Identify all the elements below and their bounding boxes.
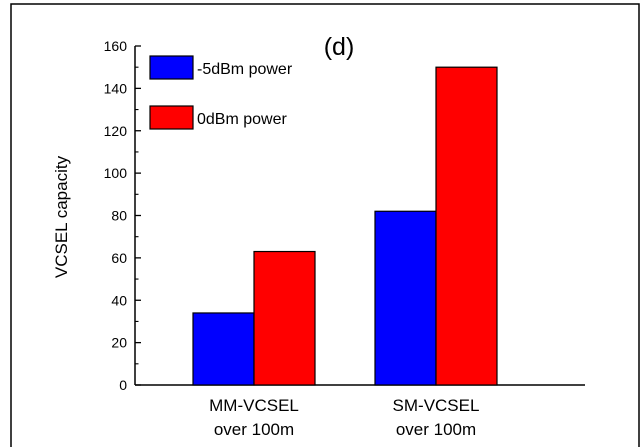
- legend-label: -5dBm power: [197, 61, 293, 78]
- x-tick-label: MM-VCSEL: [209, 396, 299, 415]
- legend-swatch: [149, 55, 194, 80]
- y-tick-label: 100: [104, 165, 128, 181]
- y-tick-label: 20: [111, 335, 127, 351]
- x-tick-label: SM-VCSEL: [393, 396, 480, 415]
- x-tick-label: over 100m: [396, 420, 476, 439]
- y-tick-label: 160: [104, 38, 128, 54]
- legend-swatch: [149, 105, 194, 130]
- bar-0dbm-0: [253, 250, 316, 386]
- bar-minus5dbm-0: [192, 312, 255, 386]
- figure-border: [10, 3, 640, 447]
- bar-minus5dbm-1: [374, 210, 437, 386]
- y-tick-label: 0: [119, 377, 127, 393]
- y-tick-label: 60: [111, 250, 127, 266]
- legend: -5dBm power 0dBm power: [149, 55, 293, 130]
- y-tick-label: 40: [111, 292, 127, 308]
- axes: 0 20 40 60 80 100 120 140 160 MM-VCSEL over 100m SM…: [104, 38, 585, 439]
- y-tick-label: 80: [111, 208, 127, 224]
- y-axis-label: VCSEL capacity: [52, 155, 71, 278]
- y-tick-label: 140: [104, 80, 128, 96]
- chart-title: (d): [324, 33, 355, 61]
- y-tick-label: 120: [104, 123, 128, 139]
- x-tick-label: over 100m: [214, 420, 294, 439]
- bars: [192, 66, 498, 386]
- legend-label: 0dBm power: [197, 111, 287, 128]
- bar-0dbm-1: [435, 66, 498, 386]
